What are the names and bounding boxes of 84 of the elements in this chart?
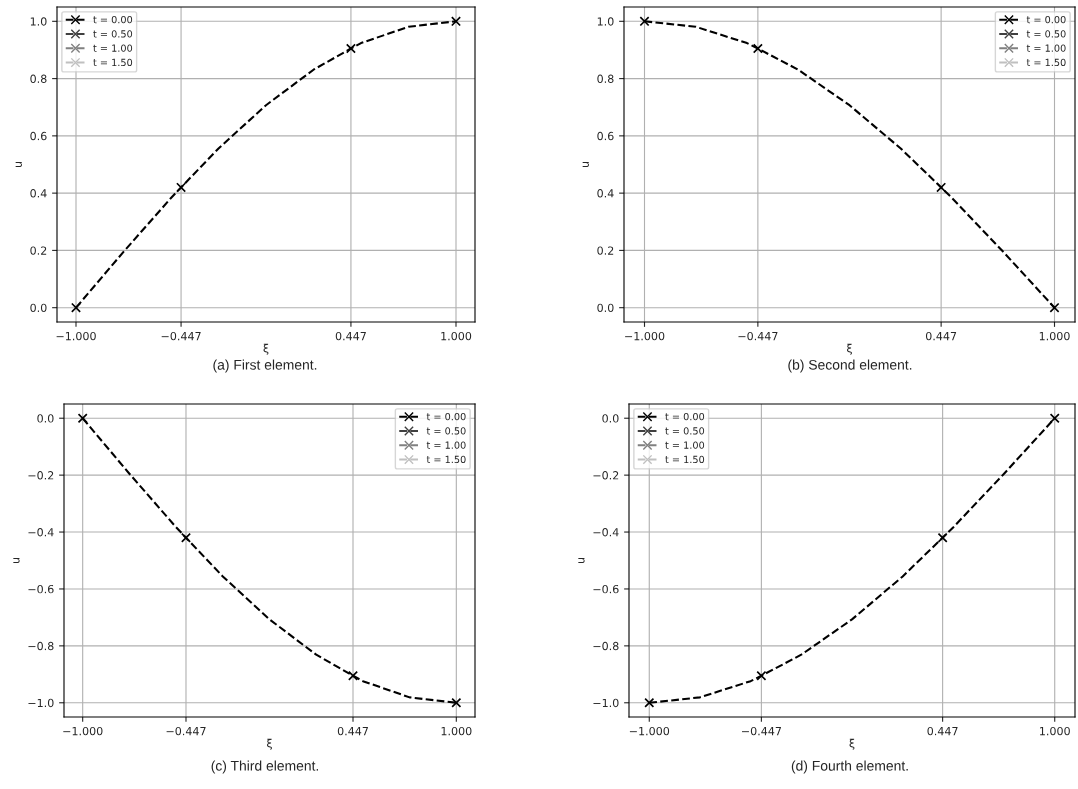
y-tick-label: −1.0 xyxy=(593,698,619,708)
y-tick-label: −0.6 xyxy=(28,584,54,594)
legend-label: t = 1.50 xyxy=(93,58,133,67)
legend-label: t = 0.00 xyxy=(665,412,705,421)
point xyxy=(1049,302,1060,313)
y-tick-label: 0.6 xyxy=(597,131,614,141)
y-tick-label: −0.4 xyxy=(28,528,54,537)
x-tick-label: 0.447 xyxy=(925,331,957,341)
point xyxy=(937,532,948,543)
point xyxy=(639,16,650,27)
x-tick-label: −1.000 xyxy=(56,331,96,341)
x-tick-label: −1.000 xyxy=(63,726,103,736)
text: (a) First element. xyxy=(213,359,317,373)
legend-label: t = 1.50 xyxy=(665,455,705,464)
y-tick-label: −0.4 xyxy=(593,528,619,537)
x-tick-label: 0.447 xyxy=(335,331,366,341)
y-tick-label: 0.0 xyxy=(597,303,614,313)
point xyxy=(752,43,763,54)
x-tick-label: −1.000 xyxy=(625,331,665,341)
y-tick-label: −0.2 xyxy=(28,471,54,480)
legend-label: t = 1.50 xyxy=(426,455,466,464)
point xyxy=(936,182,947,193)
x-tick-label: 1.000 xyxy=(1039,331,1070,341)
x-tick-label: −1.000 xyxy=(629,726,670,736)
y-tick-label: −1.0 xyxy=(28,698,54,708)
y-tick-label: 0.2 xyxy=(597,246,614,255)
x-tick-label: 0.447 xyxy=(337,726,368,736)
text: (c) Third element. xyxy=(211,760,319,774)
y-tick-label: 0.8 xyxy=(597,74,614,83)
point xyxy=(345,43,356,54)
point xyxy=(348,670,359,681)
legend-label: t = 1.00 xyxy=(1026,44,1066,52)
y-tick-label: −0.6 xyxy=(593,584,619,594)
text: (b) Second element. xyxy=(788,359,912,373)
legend-label: t = 0.50 xyxy=(426,427,466,435)
point xyxy=(176,182,187,193)
y-tick-label: 0.4 xyxy=(30,189,47,198)
y-tick-label: 0.4 xyxy=(597,189,614,198)
point xyxy=(450,16,462,27)
y-tick-label: 0.0 xyxy=(37,414,54,423)
point xyxy=(756,670,767,681)
x-tick-label: −0.447 xyxy=(738,331,778,341)
point xyxy=(70,302,82,313)
point xyxy=(644,697,655,708)
y-tick-label: 0.0 xyxy=(602,414,619,423)
legend-label: t = 0.50 xyxy=(93,30,133,38)
x-tick-label: 1.000 xyxy=(1040,726,1070,736)
text: (d) Fourth element. xyxy=(791,760,908,774)
x-tick-label: 1.000 xyxy=(441,726,472,736)
y-tick-label: 0.2 xyxy=(30,246,47,255)
x-tick-label: −0.447 xyxy=(166,726,206,736)
x-tick-label: −0.447 xyxy=(161,331,201,341)
y-axis-title: u xyxy=(15,161,22,168)
legend-label: t = 1.00 xyxy=(93,44,133,52)
y-tick-label: 1.0 xyxy=(597,17,614,26)
y-axis-title: u xyxy=(578,557,585,564)
legend-label: t = 0.00 xyxy=(1026,15,1066,24)
point xyxy=(77,413,88,424)
y-axis-title: u xyxy=(582,161,589,168)
x-axis-title: ξ xyxy=(846,343,852,355)
x-tick-label: −0.447 xyxy=(742,726,781,736)
x-axis-title: ξ xyxy=(849,738,855,750)
x-axis-title: ξ xyxy=(266,738,272,750)
legend-label: t = 0.50 xyxy=(1026,30,1066,38)
x-axis-title: ξ xyxy=(263,343,269,355)
point xyxy=(1049,413,1060,424)
y-tick-label: 0.6 xyxy=(30,131,47,141)
legend-label: t = 1.00 xyxy=(665,441,705,449)
point xyxy=(451,697,462,708)
legend-label: t = 0.00 xyxy=(93,15,133,24)
legend-label: t = 1.50 xyxy=(1026,58,1066,67)
legend-label: t = 0.50 xyxy=(665,427,705,435)
y-tick-label: −0.8 xyxy=(28,641,54,651)
y-tick-label: 1.0 xyxy=(30,17,47,26)
legend-label: t = 0.00 xyxy=(426,412,466,421)
point xyxy=(180,532,191,543)
y-tick-label: −0.2 xyxy=(593,471,619,480)
x-tick-label: 0.447 xyxy=(927,726,958,736)
legend-label: t = 1.00 xyxy=(426,441,466,449)
y-tick-label: 0.0 xyxy=(30,303,47,313)
y-tick-label: 0.8 xyxy=(30,74,47,83)
x-tick-label: 1.000 xyxy=(441,331,472,341)
y-tick-label: −0.8 xyxy=(593,641,619,651)
y-axis-title: u xyxy=(13,557,20,564)
